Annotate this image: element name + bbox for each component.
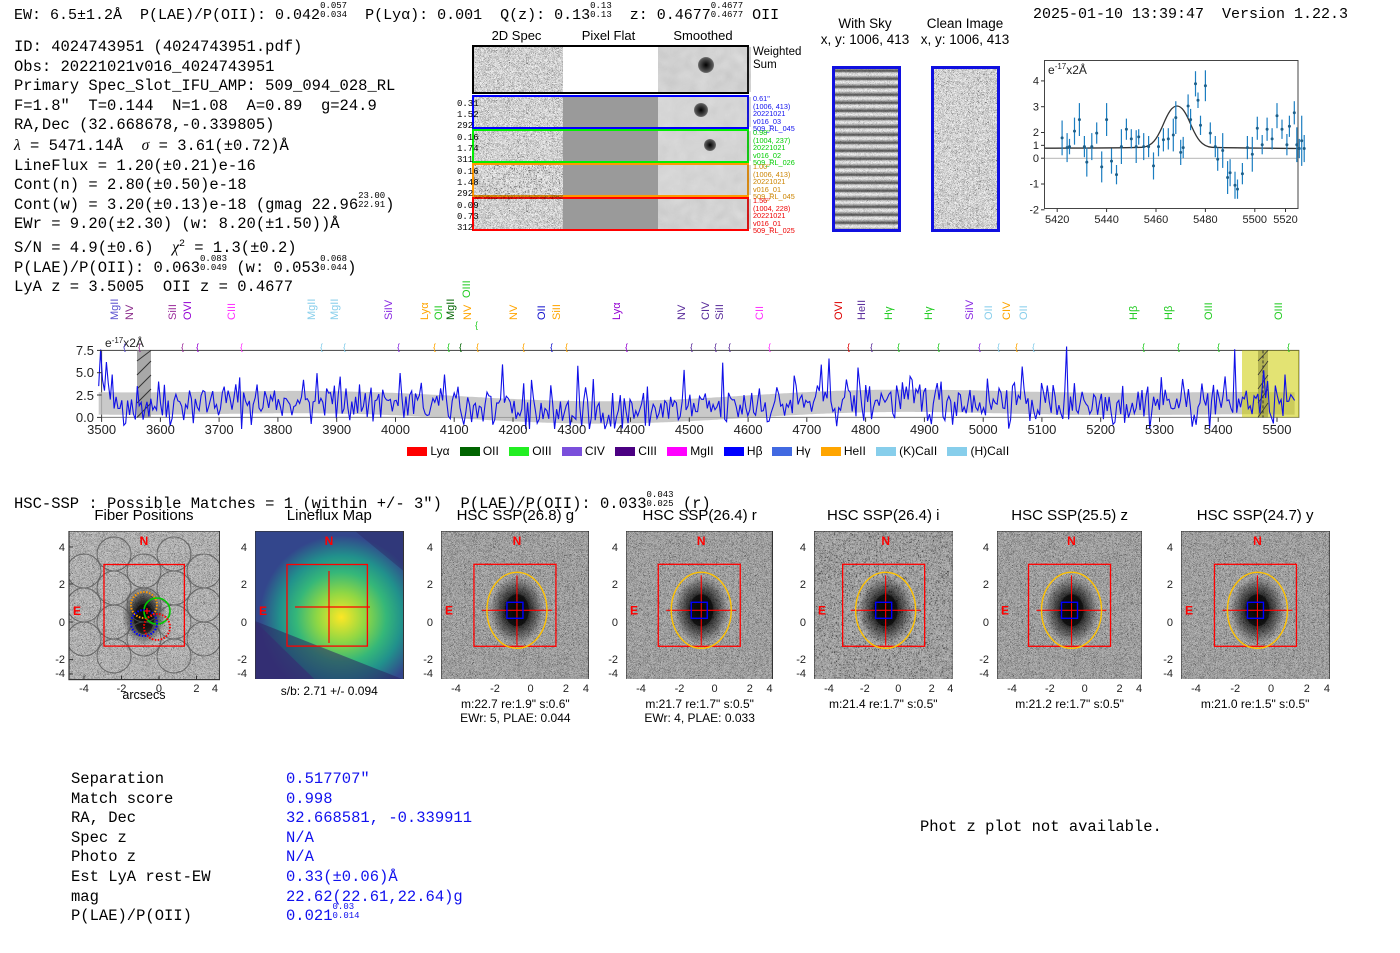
svg-text:2.5: 2.5: [76, 388, 94, 403]
svg-text:-2: -2: [675, 683, 685, 695]
svg-text:7.5: 7.5: [76, 343, 94, 358]
svg-text:2: 2: [241, 579, 247, 591]
svg-text:0: 0: [712, 683, 718, 695]
svg-text:-2: -2: [1163, 654, 1173, 666]
svg-text:-4: -4: [1007, 683, 1017, 695]
svg-text:4: 4: [799, 542, 805, 554]
svg-text:4: 4: [59, 542, 65, 554]
svg-text:-2: -2: [55, 654, 65, 666]
svg-text:4200: 4200: [499, 422, 528, 437]
svg-text:E: E: [259, 604, 267, 618]
svg-text:5200: 5200: [1086, 422, 1115, 437]
svg-text:4: 4: [947, 683, 953, 695]
svg-text:0: 0: [1268, 683, 1274, 695]
svg-text:N: N: [325, 534, 334, 548]
svg-text:2: 2: [928, 683, 934, 695]
svg-text:-2: -2: [1230, 683, 1240, 695]
svg-text:5100: 5100: [1027, 422, 1056, 437]
svg-text:0: 0: [427, 617, 433, 629]
svg-text:E: E: [1001, 603, 1009, 617]
svg-text:2: 2: [1303, 683, 1309, 695]
svg-text:5300: 5300: [1145, 422, 1174, 437]
svg-text:5.0: 5.0: [76, 365, 94, 380]
svg-text:E: E: [818, 603, 826, 617]
svg-text:2: 2: [1167, 579, 1173, 591]
svg-text:0: 0: [799, 617, 805, 629]
svg-text:N: N: [881, 534, 890, 548]
svg-text:0: 0: [59, 617, 65, 629]
svg-text:5500: 5500: [1263, 422, 1292, 437]
svg-text:E: E: [630, 603, 638, 617]
svg-text:0: 0: [1082, 683, 1088, 695]
svg-text:-4: -4: [979, 668, 989, 680]
svg-text:4: 4: [767, 683, 773, 695]
svg-text:-4: -4: [55, 668, 65, 680]
svg-text:N: N: [513, 534, 522, 548]
svg-text:0: 0: [528, 683, 534, 695]
svg-text:-4: -4: [637, 683, 647, 695]
svg-text:4300: 4300: [557, 422, 586, 437]
svg-text:3900: 3900: [322, 422, 351, 437]
svg-text:3500: 3500: [87, 422, 116, 437]
svg-text:2: 2: [799, 579, 805, 591]
svg-text:4900: 4900: [910, 422, 939, 437]
svg-text:4: 4: [983, 542, 989, 554]
svg-text:N: N: [1067, 534, 1076, 548]
svg-text:-2: -2: [424, 654, 434, 666]
svg-text:2: 2: [1117, 683, 1123, 695]
svg-text:-2: -2: [796, 654, 806, 666]
svg-text:4: 4: [1136, 683, 1142, 695]
svg-text:4: 4: [1324, 683, 1330, 695]
svg-text:4: 4: [241, 542, 247, 554]
svg-text:4700: 4700: [792, 422, 821, 437]
svg-text:4500: 4500: [675, 422, 704, 437]
svg-text:-2: -2: [609, 654, 619, 666]
svg-text:N: N: [697, 534, 706, 548]
svg-text:E: E: [73, 604, 81, 618]
svg-text:4800: 4800: [851, 422, 880, 437]
svg-text:4000: 4000: [381, 422, 410, 437]
svg-text:-4: -4: [237, 668, 247, 680]
svg-text:4600: 4600: [734, 422, 763, 437]
svg-text:E: E: [1185, 603, 1193, 617]
svg-text:2: 2: [612, 579, 618, 591]
svg-text:5000: 5000: [969, 422, 998, 437]
svg-text:4: 4: [1167, 542, 1173, 554]
svg-text:2: 2: [747, 683, 753, 695]
svg-text:3700: 3700: [205, 422, 234, 437]
svg-text:2: 2: [59, 579, 65, 591]
svg-text:-4: -4: [824, 683, 834, 695]
svg-text:N: N: [1253, 534, 1262, 548]
svg-text:-2: -2: [237, 654, 247, 666]
svg-text:N: N: [140, 534, 149, 548]
svg-text:-4: -4: [609, 668, 619, 680]
svg-text:-2: -2: [860, 683, 870, 695]
svg-text:-4: -4: [424, 668, 434, 680]
svg-text:4: 4: [583, 683, 589, 695]
svg-text:-2: -2: [490, 683, 500, 695]
svg-text:-2: -2: [979, 654, 989, 666]
svg-text:3600: 3600: [146, 422, 175, 437]
svg-text:-4: -4: [1191, 683, 1201, 695]
svg-text:0: 0: [612, 617, 618, 629]
svg-text:4: 4: [612, 542, 618, 554]
svg-text:-2: -2: [1045, 683, 1055, 695]
svg-text:-4: -4: [1163, 668, 1173, 680]
svg-text:4: 4: [427, 542, 433, 554]
svg-text:0: 0: [983, 617, 989, 629]
svg-text:-4: -4: [451, 683, 461, 695]
svg-text:-4: -4: [796, 668, 806, 680]
svg-text:5400: 5400: [1204, 422, 1233, 437]
svg-text:2: 2: [983, 579, 989, 591]
svg-text:2: 2: [563, 683, 569, 695]
svg-text:E: E: [445, 603, 453, 617]
svg-text:2: 2: [427, 579, 433, 591]
svg-text:4100: 4100: [440, 422, 469, 437]
svg-text:0: 0: [1167, 617, 1173, 629]
svg-text:4400: 4400: [616, 422, 645, 437]
svg-text:0: 0: [241, 617, 247, 629]
svg-text:0: 0: [895, 683, 901, 695]
svg-text:3800: 3800: [263, 422, 292, 437]
